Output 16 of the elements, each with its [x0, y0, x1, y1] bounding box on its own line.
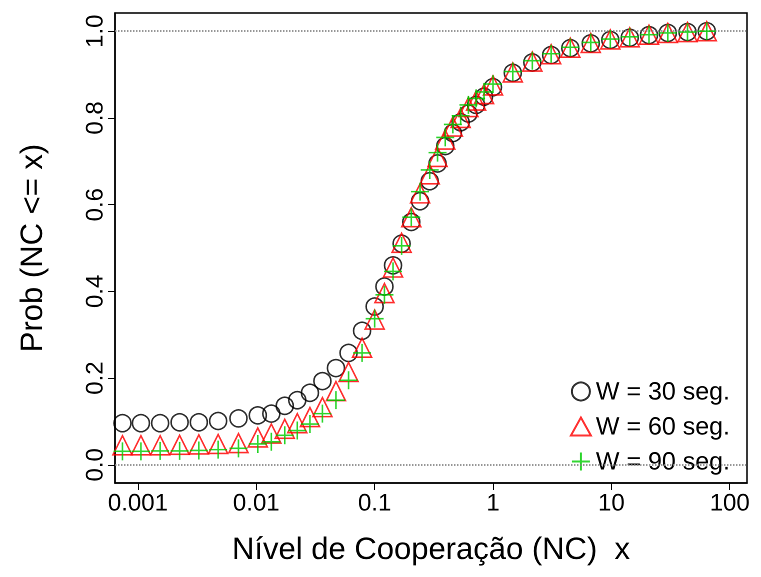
legend-label: W = 60 seg. — [596, 412, 730, 440]
y-tick-label: 0.0 — [82, 448, 108, 482]
y-tick-label: 0.8 — [82, 101, 108, 135]
x-tick-label: 100 — [710, 490, 750, 516]
y-tick-label: 0.2 — [82, 361, 108, 395]
legend-label: W = 30 seg. — [596, 378, 730, 406]
x-tick-label: 10 — [598, 490, 625, 516]
x-axis-title: Nível de Cooperação (NC) x — [232, 531, 630, 566]
y-tick-label: 0.6 — [82, 188, 108, 222]
y-tick-label: 0.4 — [82, 274, 108, 308]
y-axis-title: Prob (NC <= x) — [14, 144, 49, 352]
x-tick-label: 0.01 — [232, 490, 280, 516]
x-tick-label: 0.1 — [358, 490, 392, 516]
y-tick-label: 1.0 — [82, 14, 108, 48]
x-tick-label: 1 — [486, 490, 500, 516]
x-tick-label: 0.001 — [108, 490, 168, 516]
